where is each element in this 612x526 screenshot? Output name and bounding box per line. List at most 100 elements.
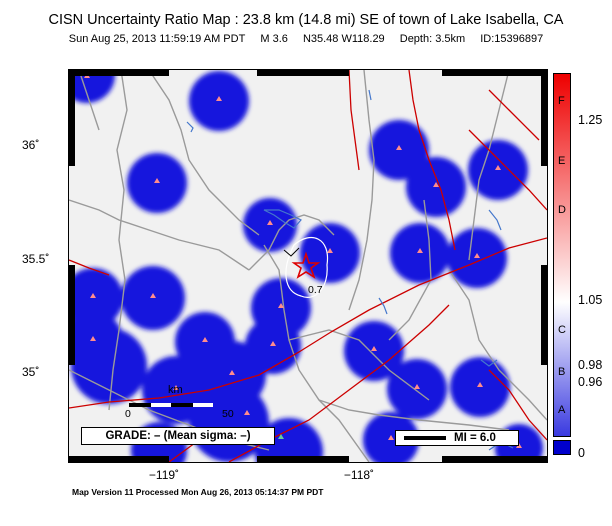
map-title: CISN Uncertainty Ratio Map : 23.8 km (14… xyxy=(48,12,564,28)
scale-unit-label: km xyxy=(168,384,183,396)
station-marker xyxy=(495,165,501,170)
lon-tick-label: −119˚ xyxy=(148,468,180,482)
mi-line-sample xyxy=(404,436,446,440)
station-marker xyxy=(388,435,394,440)
fault-trace xyxy=(283,247,300,257)
grade-letter: D xyxy=(558,204,566,216)
scale-value: 0 xyxy=(578,446,585,460)
frame-tick xyxy=(69,70,169,76)
scale-bar-white xyxy=(193,403,213,407)
station-marker xyxy=(433,182,439,187)
road xyxy=(69,199,250,271)
road xyxy=(108,70,128,411)
river xyxy=(368,89,372,101)
event-info: Sun Aug 25, 2013 11:59:19 AM PDT M 3.6 N… xyxy=(0,33,612,45)
station-marker xyxy=(150,293,156,298)
station-marker xyxy=(173,385,179,390)
station-marker xyxy=(229,370,235,375)
grade-letter: A xyxy=(558,404,566,416)
road xyxy=(248,214,335,271)
grade-letter: E xyxy=(558,155,566,167)
event-magnitude: M 3.6 xyxy=(260,33,288,45)
station-marker xyxy=(154,178,160,183)
color-scale-gradient xyxy=(554,74,570,436)
station-marker xyxy=(278,303,284,308)
fault-line xyxy=(468,129,547,211)
station-marker xyxy=(270,341,276,346)
station-marker xyxy=(414,384,420,389)
color-scale-bar xyxy=(553,73,571,437)
scale-value: 1.25 xyxy=(578,113,603,127)
contour-label: 0.7 xyxy=(308,284,323,296)
frame-tick xyxy=(69,265,75,365)
water-bodies xyxy=(186,89,514,451)
road xyxy=(318,399,510,431)
station-marker xyxy=(417,248,423,253)
scale-start-label: 0 xyxy=(125,408,131,420)
map-version-footer: Map Version 11 Processed Mon Aug 26, 201… xyxy=(72,487,324,497)
road xyxy=(78,70,100,131)
station-marker xyxy=(90,293,96,298)
uncertainty-map[interactable]: 0.7 xyxy=(68,69,548,463)
uncertainty-blob xyxy=(71,328,147,404)
fault-line xyxy=(69,259,110,276)
station-marker xyxy=(267,220,273,225)
frame-tick xyxy=(257,70,349,76)
stations xyxy=(84,73,522,448)
grade-letter: C xyxy=(558,324,566,336)
frame-tick xyxy=(541,265,547,365)
fault-line xyxy=(69,237,547,409)
frame-tick xyxy=(69,70,75,166)
mi-legend: MI = 6.0 xyxy=(395,430,519,446)
faults xyxy=(69,70,547,462)
epicenter-star[interactable] xyxy=(291,251,321,279)
lat-tick-label: 36˚ xyxy=(22,138,40,152)
frame-tick xyxy=(442,456,547,462)
river xyxy=(186,121,194,133)
distance-scale xyxy=(129,403,213,407)
station-marker xyxy=(244,410,250,415)
scale-value: 0.98 xyxy=(578,358,603,372)
station-marker xyxy=(371,346,377,351)
road xyxy=(348,70,375,311)
scale-bar-white xyxy=(151,403,171,407)
mi-label: MI = 6.0 xyxy=(454,432,496,444)
river xyxy=(378,297,388,315)
lat-tick-label: 35˚ xyxy=(22,365,40,379)
station-marker xyxy=(477,382,483,387)
station-marker xyxy=(90,336,96,341)
station-marker-green xyxy=(278,434,284,439)
station-marker xyxy=(396,145,402,150)
station-marker xyxy=(516,443,522,448)
station-marker xyxy=(202,337,208,342)
lake xyxy=(263,209,302,229)
road xyxy=(288,329,430,401)
frame-tick xyxy=(442,70,547,76)
road xyxy=(448,269,547,421)
frame-tick xyxy=(257,456,349,462)
contour-line xyxy=(285,236,329,298)
event-id: ID:15396897 xyxy=(480,33,544,45)
station-marker xyxy=(327,248,333,253)
fault-line xyxy=(488,89,540,141)
scale-value: 0.96 xyxy=(578,375,603,389)
event-depth: Depth: 3.5km xyxy=(399,33,466,45)
station-marker xyxy=(216,96,222,101)
event-date: Sun Aug 25, 2013 11:59:19 AM PDT xyxy=(68,33,246,45)
event-coords: N35.48 W118.29 xyxy=(302,33,385,45)
map-canvas xyxy=(69,70,547,462)
road xyxy=(468,70,510,261)
uncertainty-blob xyxy=(69,70,115,103)
fault-line xyxy=(488,369,547,441)
scale-end-label: 50 xyxy=(222,408,234,420)
station-marker xyxy=(474,253,480,258)
fault-line xyxy=(348,70,360,171)
fault-line xyxy=(408,70,456,251)
scale-value: 1.05 xyxy=(578,293,603,307)
lon-tick-label: −118˚ xyxy=(343,468,375,482)
frame-tick xyxy=(541,70,547,166)
river xyxy=(480,359,498,367)
grade-letter: B xyxy=(558,366,566,378)
grade-legend: GRADE: – (Mean sigma: –) xyxy=(81,427,275,445)
frame-tick xyxy=(69,456,169,462)
